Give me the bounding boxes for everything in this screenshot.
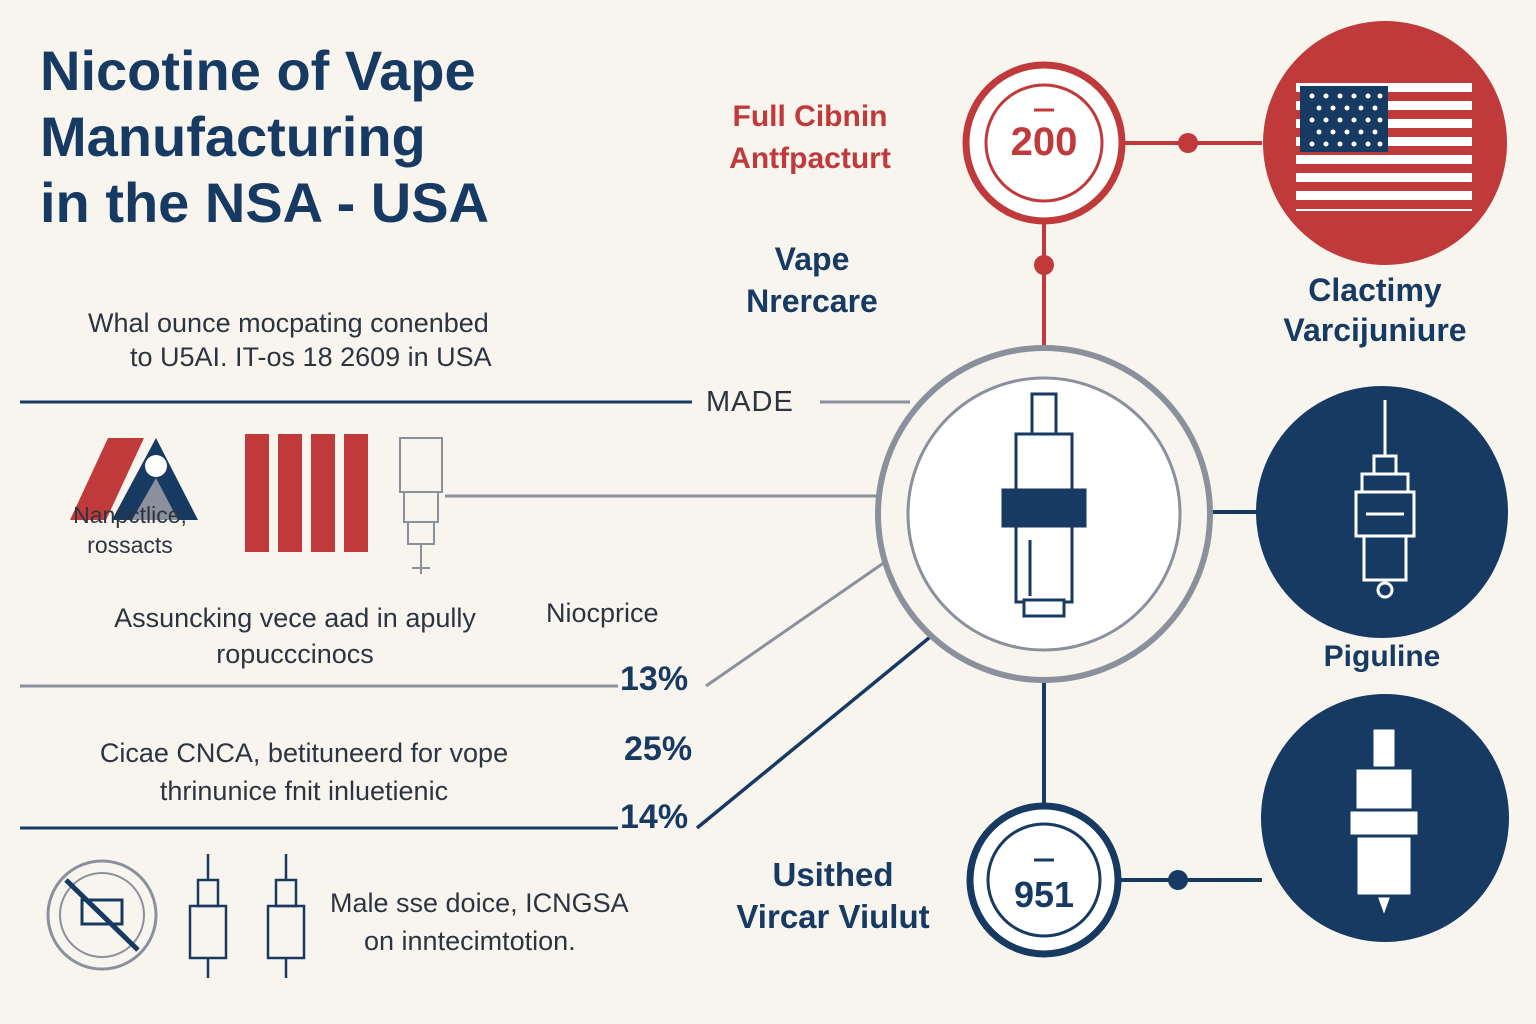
top-left-label-line-1: Full Cibnin bbox=[732, 100, 888, 133]
vape-cartridge-icon bbox=[1001, 392, 1087, 618]
connector-dot-bottom bbox=[1168, 870, 1188, 890]
connector-13 bbox=[705, 560, 886, 688]
battery-icon-1 bbox=[188, 854, 228, 978]
no-vape-icon bbox=[46, 859, 158, 971]
title-line-2: Manufacturing bbox=[40, 105, 426, 168]
bottom-circle-value: 951 bbox=[1013, 874, 1075, 915]
intro-line-2: to U5AI. IT-os 18 2609 in USA bbox=[130, 342, 492, 372]
vape-label-line-1: Vape bbox=[774, 241, 850, 277]
cicae-line-1: Cicae CNCA, betituneerd for vope bbox=[99, 738, 509, 768]
bottom-value-circle bbox=[966, 802, 1122, 958]
percent-25: 25% bbox=[624, 730, 693, 768]
piguline-label: Piguline bbox=[1323, 640, 1441, 673]
cartridge-circle bbox=[1261, 694, 1509, 942]
cartridge-icon bbox=[1347, 726, 1421, 923]
flag-stars-icon bbox=[1309, 93, 1383, 147]
red-bars-icon bbox=[245, 434, 368, 552]
mountain-logo-icon bbox=[70, 438, 198, 520]
icons-caption-line-1: Nanpctlice, bbox=[73, 502, 187, 528]
intro-text: Whal ounce mocpating conenbed to U5AI. I… bbox=[88, 306, 492, 374]
icons-caption: Nanpctlice, rossacts bbox=[40, 500, 220, 560]
vape-device-circle bbox=[1256, 386, 1508, 638]
made-label: MADE bbox=[706, 386, 794, 418]
flag-label: Clactimy Varcijuniure bbox=[1250, 270, 1500, 350]
vape-device-icon bbox=[1354, 400, 1416, 599]
intro-line-1: Whal ounce mocpating conenbed bbox=[88, 308, 489, 338]
bottom-label-line-2: Vircar Viulut bbox=[736, 898, 930, 935]
vape-label: Vape Nrercare bbox=[702, 238, 922, 322]
battery-icon-2 bbox=[266, 854, 306, 978]
vape-label-line-2: Nrercare bbox=[746, 283, 878, 319]
top-left-label-line-2: Antfpacturt bbox=[729, 142, 891, 175]
assembly-text: Assuncking vece aad in apully ropucccino… bbox=[60, 600, 530, 672]
top-circle-value: 200 bbox=[1010, 120, 1078, 164]
top-left-label: Full Cibnin Antfpacturt bbox=[680, 96, 940, 180]
flag-canton-icon bbox=[1300, 86, 1388, 152]
central-hub bbox=[875, 345, 1213, 683]
connector-14 bbox=[695, 631, 937, 830]
male-text: Male sse doice, ICNGSA on inntecimtotion… bbox=[330, 884, 629, 960]
percent-14: 14% bbox=[620, 798, 689, 836]
bottom-label-line-1: Usithed bbox=[772, 856, 894, 893]
connector-dot-top bbox=[1034, 255, 1054, 275]
main-title: Nicotine of Vape Manufacturing in the NS… bbox=[40, 38, 489, 236]
flag-label-line-1: Clactimy bbox=[1308, 272, 1442, 308]
icons-caption-line-2: rossacts bbox=[87, 532, 173, 558]
flag-label-line-2: Varcijuniure bbox=[1283, 312, 1467, 348]
niocprice-label: Niocprice bbox=[546, 598, 659, 628]
top-value-circle bbox=[962, 61, 1126, 225]
assembly-line-2: ropucccinocs bbox=[216, 639, 374, 669]
male-line-1: Male sse doice, ICNGSA bbox=[330, 888, 629, 918]
title-line-1: Nicotine of Vape bbox=[40, 39, 476, 102]
male-line-2: on inntecimtotion. bbox=[364, 926, 576, 956]
cicae-text: Cicae CNCA, betituneerd for vope thrinun… bbox=[54, 734, 554, 810]
cicae-line-2: thrinunice fnit inluetienic bbox=[159, 776, 449, 806]
title-line-3: in the NSA - USA bbox=[40, 171, 490, 234]
small-cartridge-icon bbox=[399, 437, 443, 574]
assembly-line-1: Assuncking vece aad in apully bbox=[114, 603, 476, 633]
usa-flag-circle bbox=[1263, 21, 1507, 265]
bottom-label: Usithed Vircar Viulut bbox=[700, 854, 966, 938]
percent-13: 13% bbox=[620, 660, 689, 698]
connector-dot-flag bbox=[1178, 133, 1198, 153]
